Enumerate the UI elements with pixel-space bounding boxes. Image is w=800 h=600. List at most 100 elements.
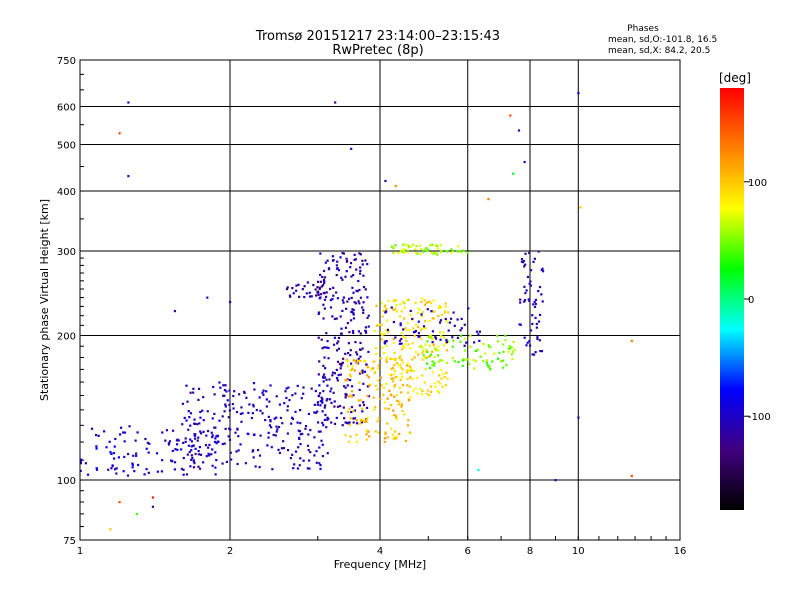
data-point <box>402 328 405 331</box>
data-point <box>288 294 292 297</box>
data-point <box>380 338 383 341</box>
data-point <box>117 456 120 459</box>
data-point <box>380 331 383 334</box>
data-point <box>438 305 441 308</box>
data-point <box>416 326 420 329</box>
data-point <box>298 430 302 433</box>
data-point <box>350 410 353 414</box>
data-point <box>444 384 448 387</box>
data-point <box>233 390 236 393</box>
data-point <box>411 377 414 381</box>
data-point <box>292 292 295 295</box>
data-point <box>400 391 403 394</box>
data-point <box>199 430 202 433</box>
data-point <box>207 429 210 433</box>
data-point <box>336 260 339 263</box>
data-point <box>97 434 100 437</box>
data-point <box>387 407 390 410</box>
data-point <box>511 350 514 353</box>
data-point <box>273 417 276 420</box>
data-point <box>185 419 188 422</box>
data-point <box>512 340 515 343</box>
data-point <box>366 316 369 320</box>
data-point <box>392 414 396 417</box>
data-point <box>280 447 284 450</box>
data-point <box>408 431 412 434</box>
data-point <box>488 367 492 370</box>
data-point <box>171 460 174 463</box>
data-point <box>439 319 443 322</box>
data-point <box>188 450 191 454</box>
data-point <box>176 443 179 446</box>
data-point <box>390 368 393 371</box>
data-point <box>426 350 429 353</box>
data-point <box>213 393 216 396</box>
data-point <box>322 317 325 320</box>
data-point <box>331 315 334 318</box>
data-point <box>408 365 411 368</box>
data-point <box>525 289 528 292</box>
data-point <box>228 438 232 441</box>
data-point <box>427 335 430 338</box>
data-point <box>397 403 400 406</box>
data-point <box>213 412 216 416</box>
data-point <box>439 382 442 385</box>
data-point <box>322 380 325 383</box>
y-tick-label: 300 <box>57 247 76 258</box>
data-point <box>399 303 402 306</box>
data-point <box>385 340 388 343</box>
data-point <box>326 418 329 421</box>
data-point <box>322 376 325 379</box>
data-point <box>430 336 433 339</box>
data-point <box>478 339 481 343</box>
data-point <box>344 396 347 399</box>
data-point <box>123 440 126 443</box>
data-point <box>440 250 443 253</box>
data-point <box>190 440 193 443</box>
data-point <box>223 442 226 445</box>
data-point <box>432 343 435 347</box>
data-point <box>335 291 338 294</box>
data-point <box>440 368 443 372</box>
data-point <box>528 340 531 343</box>
data-point <box>384 304 387 307</box>
data-point <box>363 370 367 373</box>
data-point <box>187 410 190 413</box>
data-point <box>360 418 363 421</box>
data-point <box>389 357 392 360</box>
data-point <box>366 263 369 266</box>
data-point <box>362 401 365 404</box>
x-axis-label: Frequency [MHz] <box>334 558 426 571</box>
data-point <box>497 357 500 360</box>
data-point <box>347 351 350 355</box>
data-point <box>333 400 336 403</box>
data-point <box>393 430 397 433</box>
data-point <box>351 329 355 333</box>
data-point <box>320 285 323 288</box>
data-point <box>349 349 352 352</box>
data-point <box>394 437 398 440</box>
data-point <box>211 417 214 420</box>
data-point <box>441 385 444 388</box>
data-point <box>342 406 345 409</box>
data-point <box>346 410 350 413</box>
data-point <box>214 451 217 454</box>
data-point <box>335 273 338 277</box>
data-point <box>406 322 409 325</box>
data-point <box>357 330 361 333</box>
data-point <box>367 314 370 317</box>
data-point <box>491 360 494 363</box>
data-point <box>348 407 351 410</box>
data-point <box>277 448 280 451</box>
data-point <box>440 334 443 338</box>
data-point <box>331 374 334 377</box>
data-point <box>336 342 339 345</box>
data-point <box>380 323 383 326</box>
data-point <box>190 445 193 448</box>
data-point <box>180 467 184 470</box>
data-point <box>428 319 431 323</box>
data-point <box>279 416 283 420</box>
data-point <box>391 433 395 436</box>
data-point <box>324 404 327 407</box>
data-point <box>350 147 353 150</box>
